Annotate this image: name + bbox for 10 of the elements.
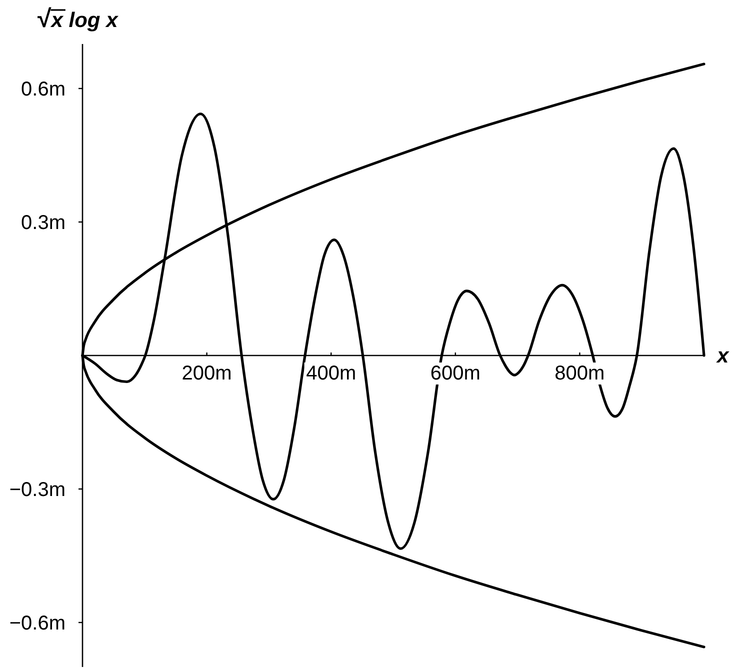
x-tick-label: 800m (554, 362, 605, 384)
x-tick-label: 200m (182, 362, 232, 384)
y-axis-title: √x log x (38, 5, 120, 33)
y-tick-label: −0.3m (9, 479, 66, 502)
x-axis-title: x (716, 344, 730, 368)
x-tick-label: 400m (306, 362, 356, 384)
x-tick-label: 600m (430, 362, 480, 384)
y-tick-label: 0.6m (21, 78, 66, 101)
y-tick-label: −0.6m (9, 612, 66, 635)
y-tick-label: 0.3m (21, 212, 66, 234)
